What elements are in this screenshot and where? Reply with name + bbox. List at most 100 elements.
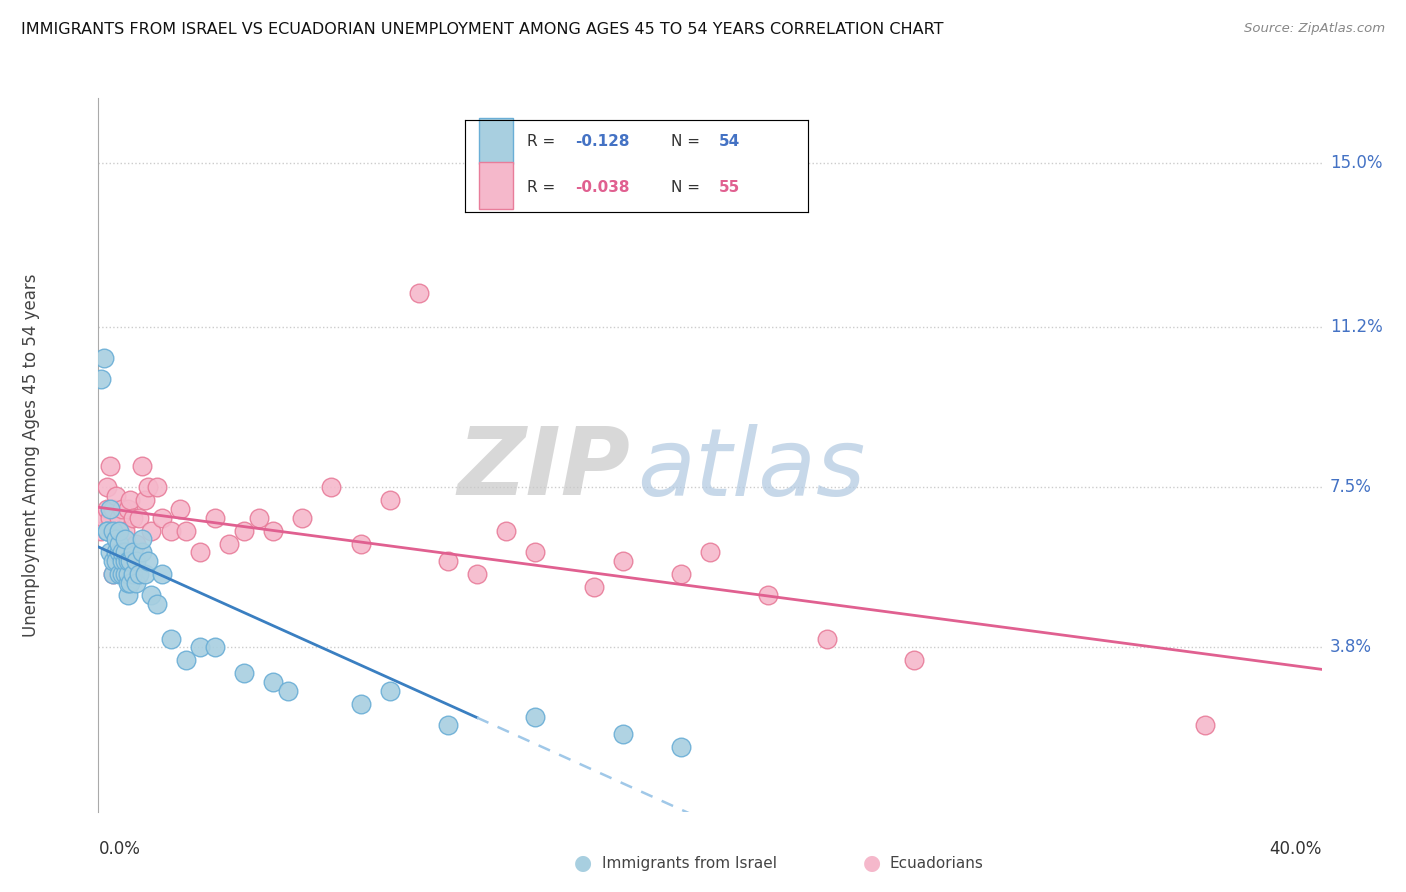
Point	[120, 554, 142, 568]
Point	[104, 489, 127, 503]
Point	[93, 510, 115, 524]
Point	[98, 502, 121, 516]
Point	[136, 554, 159, 568]
Text: IMMIGRANTS FROM ISRAEL VS ECUADORIAN UNEMPLOYMENT AMONG AGES 45 TO 54 YEARS CORR: IMMIGRANTS FROM ISRAEL VS ECUADORIAN UNE…	[21, 22, 943, 37]
Point	[160, 632, 183, 646]
Point	[120, 554, 142, 568]
Point	[128, 510, 150, 524]
Text: R =: R =	[527, 180, 560, 194]
Point	[122, 566, 145, 581]
Point	[378, 683, 401, 698]
Point	[101, 566, 124, 581]
Point	[465, 566, 488, 581]
Bar	[479, 162, 513, 209]
Text: Source: ZipAtlas.com: Source: ZipAtlas.com	[1244, 22, 1385, 36]
Point	[114, 554, 136, 568]
Point	[117, 589, 139, 603]
Point	[101, 566, 124, 581]
Text: 0.0%: 0.0%	[98, 840, 141, 858]
Point	[108, 510, 131, 524]
Text: ZIP: ZIP	[457, 423, 630, 516]
Point	[262, 524, 284, 538]
Point	[117, 545, 139, 559]
Point	[321, 480, 343, 494]
Point	[104, 554, 127, 568]
Point	[699, 545, 721, 559]
Point	[524, 709, 547, 723]
Point	[291, 510, 314, 524]
Point	[111, 566, 134, 581]
Point	[669, 739, 692, 754]
Point	[125, 575, 148, 590]
Point	[188, 545, 212, 559]
Text: Immigrants from Israel: Immigrants from Israel	[602, 856, 776, 871]
Point	[139, 589, 162, 603]
Text: atlas: atlas	[637, 424, 865, 515]
Point	[108, 524, 131, 538]
Text: Ecuadorians: Ecuadorians	[890, 856, 984, 871]
Point	[114, 566, 136, 581]
Point	[349, 536, 371, 550]
Point	[247, 510, 270, 524]
Point	[101, 502, 124, 516]
Point	[582, 580, 605, 594]
Text: 54: 54	[718, 135, 740, 149]
Point	[90, 524, 112, 538]
Point	[669, 566, 692, 581]
Point	[98, 510, 121, 524]
Point	[125, 536, 148, 550]
Point	[903, 653, 925, 667]
Bar	[479, 118, 513, 164]
Point	[204, 510, 226, 524]
Text: Unemployment Among Ages 45 to 54 years: Unemployment Among Ages 45 to 54 years	[22, 273, 41, 637]
Point	[815, 632, 838, 646]
Point	[277, 683, 299, 698]
Point	[98, 458, 121, 473]
Point	[122, 510, 145, 524]
Point	[131, 533, 153, 547]
Point	[104, 533, 127, 547]
Point	[122, 545, 145, 559]
Point	[108, 524, 131, 538]
Point	[495, 524, 517, 538]
Point	[114, 533, 136, 547]
Point	[96, 502, 118, 516]
Point	[131, 545, 153, 559]
Point	[134, 493, 156, 508]
Point	[188, 640, 212, 655]
Point	[218, 536, 240, 550]
Point	[104, 545, 127, 559]
Point	[145, 480, 167, 494]
Point	[524, 545, 547, 559]
Point	[101, 554, 124, 568]
Text: N =: N =	[671, 180, 704, 194]
Point	[262, 675, 284, 690]
Point	[174, 653, 197, 667]
Text: ●: ●	[575, 854, 592, 873]
Point	[349, 697, 371, 711]
Point	[152, 566, 174, 581]
Text: N =: N =	[671, 135, 704, 149]
Point	[174, 524, 197, 538]
Point	[233, 524, 256, 538]
Point	[108, 536, 131, 550]
Text: -0.128: -0.128	[575, 135, 630, 149]
Point	[111, 554, 134, 568]
Point	[120, 493, 142, 508]
Point	[756, 589, 779, 603]
Text: R =: R =	[527, 135, 560, 149]
Point	[98, 545, 121, 559]
Point	[152, 510, 174, 524]
Point	[204, 640, 226, 655]
Point	[612, 727, 634, 741]
Point	[96, 524, 118, 538]
Point	[117, 502, 139, 516]
Point	[408, 285, 430, 300]
Point	[160, 524, 183, 538]
Point	[101, 524, 124, 538]
Point	[131, 458, 153, 473]
Point	[114, 524, 136, 538]
Point	[1194, 718, 1216, 732]
Point	[233, 666, 256, 681]
Text: ●: ●	[863, 854, 880, 873]
